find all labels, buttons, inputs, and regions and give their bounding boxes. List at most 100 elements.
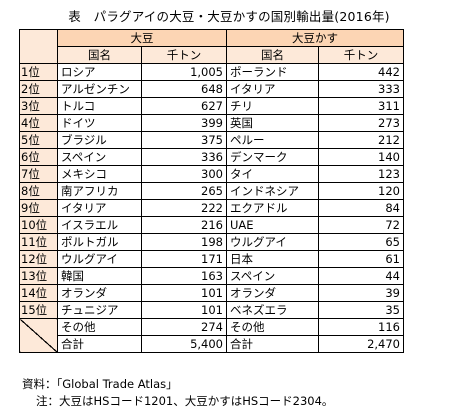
- rank-cell: 6位: [19, 148, 58, 166]
- table-row: 9位 イタリア 222 エクアドル 84: [19, 199, 404, 217]
- meal-value-cell: 72: [318, 216, 404, 234]
- total-label-soy: 合計: [57, 335, 142, 353]
- meal-header: 大豆かす: [226, 29, 404, 47]
- soy-country-cell: イスラエル: [57, 216, 142, 234]
- meal-value-cell: 35: [318, 301, 404, 319]
- soy-country-cell: 南アフリカ: [57, 182, 142, 200]
- total-meal-value: 2,470: [318, 335, 404, 353]
- others-label-soy: その他: [57, 318, 142, 336]
- table-row: 10位 イスラエル 216 UAE 72: [19, 216, 404, 234]
- soy-country-cell: ブラジル: [57, 131, 142, 149]
- soy-country-cell: イタリア: [57, 199, 142, 217]
- table-row: 1位 ロシア 1,005 ポーランド 442: [19, 63, 404, 81]
- soy-country-cell: アルゼンチン: [57, 80, 142, 98]
- soy-value-cell: 375: [141, 131, 227, 149]
- soy-value-cell: 627: [141, 97, 227, 115]
- meal-value-cell: 39: [318, 284, 404, 302]
- soy-country-cell: 韓国: [57, 267, 142, 285]
- meal-value-cell: 120: [318, 182, 404, 200]
- soy-country-cell: ポルトガル: [57, 233, 142, 251]
- soy-unit-header: 千トン: [141, 46, 227, 64]
- notes: 資料：「Global Trade Atlas」 注：大豆はHSコード1201、大…: [22, 376, 333, 410]
- soy-value-cell: 171: [141, 250, 227, 268]
- soy-value-cell: 198: [141, 233, 227, 251]
- meal-country-cell: エクアドル: [226, 199, 319, 217]
- rank-cell: 8位: [19, 182, 58, 200]
- soy-country-cell: オランダ: [57, 284, 142, 302]
- table-row: 2位 アルゼンチン 648 イタリア 333: [19, 80, 404, 98]
- hs-code-note: 注：大豆はHSコード1201、大豆かすはHSコード2304。: [36, 394, 334, 408]
- soy-country-cell: ウルグアイ: [57, 250, 142, 268]
- total-row: 合計 5,400 合計 2,470: [20, 335, 404, 353]
- soy-country-cell: メキシコ: [57, 165, 142, 183]
- meal-country-cell: 日本: [226, 250, 319, 268]
- soy-country-cell: トルコ: [57, 97, 142, 115]
- rank-cell: 15位: [19, 301, 58, 319]
- total-label-meal: 合計: [226, 335, 319, 353]
- rank-cell: 14位: [19, 284, 58, 302]
- rank-cell: 4位: [19, 114, 58, 132]
- table-row: 14位 オランダ 101 オランダ 39: [19, 284, 404, 302]
- meal-value-cell: 44: [318, 267, 404, 285]
- soy-value-cell: 1,005: [141, 63, 227, 81]
- meal-country-cell: ペルー: [226, 131, 319, 149]
- table-title: 表 パラグアイの大豆・大豆かすの国別輸出量(2016年): [68, 9, 390, 24]
- meal-country-cell: ベネズエラ: [226, 301, 319, 319]
- others-row: その他 274 その他 116: [19, 318, 404, 353]
- rank-cell: 2位: [19, 80, 58, 98]
- rank-cell: 10位: [19, 216, 58, 234]
- table-row: 15位 チュニジア 101 ベネズエラ 35: [19, 301, 404, 319]
- meal-value-cell: 212: [318, 131, 404, 149]
- table-row: 13位 韓国 163 スペイン 44: [19, 267, 404, 285]
- diagonal-cell: [19, 318, 58, 353]
- table-row: 3位 トルコ 627 チリ 311: [19, 97, 404, 115]
- meal-unit-header: 千トン: [318, 46, 404, 64]
- meal-country-cell: チリ: [226, 97, 319, 115]
- rank-cell: 7位: [19, 165, 58, 183]
- meal-value-cell: 442: [318, 63, 404, 81]
- table-body: 1位 ロシア 1,005 ポーランド 442 2位 アルゼンチン 648 イタリア 333 3位 トル…: [19, 63, 404, 319]
- meal-country-cell: デンマーク: [226, 148, 319, 166]
- soy-value-cell: 222: [141, 199, 227, 217]
- rank-cell: 13位: [19, 267, 58, 285]
- meal-country-cell: ポーランド: [226, 63, 319, 81]
- meal-country-cell: インドネシア: [226, 182, 319, 200]
- rank-cell: 11位: [19, 233, 58, 251]
- export-table: 大豆 大豆かす 国名 千トン 国名 千トン 1位 ロシア 1,005 ポーランド 442…: [19, 29, 404, 353]
- soy-value-cell: 101: [141, 284, 227, 302]
- table-row: 6位 スペイン 336 デンマーク 140: [19, 148, 404, 166]
- soy-value-cell: 163: [141, 267, 227, 285]
- meal-value-cell: 84: [318, 199, 404, 217]
- table-row: 8位 南アフリカ 265 インドネシア 120: [19, 182, 404, 200]
- table-row: 4位 ドイツ 399 英国 273: [19, 114, 404, 132]
- others-label-meal: その他: [226, 318, 319, 336]
- rank-cell: 1位: [19, 63, 58, 81]
- soy-value-cell: 399: [141, 114, 227, 132]
- meal-country-cell: 英国: [226, 114, 319, 132]
- meal-value-cell: 333: [318, 80, 404, 98]
- soy-header: 大豆: [57, 29, 227, 47]
- meal-country-cell: オランダ: [226, 284, 319, 302]
- soy-value-cell: 265: [141, 182, 227, 200]
- table-row: 7位 メキシコ 300 タイ 123: [19, 165, 404, 183]
- table-row: 5位 ブラジル 375 ペルー 212: [19, 131, 404, 149]
- corner-cell: [19, 29, 58, 64]
- rank-cell: 3位: [19, 97, 58, 115]
- rank-cell: 5位: [19, 131, 58, 149]
- soy-value-cell: 648: [141, 80, 227, 98]
- soy-country-cell: ロシア: [57, 63, 142, 81]
- table-row: 11位 ポルトガル 198 ウルグアイ 65: [19, 233, 404, 251]
- rank-cell: 9位: [19, 199, 58, 217]
- others-soy-value: 274: [141, 318, 227, 336]
- meal-country-header: 国名: [226, 46, 319, 64]
- source-note: 資料：「Global Trade Atlas」: [22, 377, 178, 391]
- meal-value-cell: 61: [318, 250, 404, 268]
- meal-value-cell: 123: [318, 165, 404, 183]
- meal-value-cell: 140: [318, 148, 404, 166]
- soy-country-cell: スペイン: [57, 148, 142, 166]
- meal-value-cell: 65: [318, 233, 404, 251]
- meal-country-cell: スペイン: [226, 267, 319, 285]
- soy-country-cell: ドイツ: [57, 114, 142, 132]
- soy-value-cell: 216: [141, 216, 227, 234]
- table-row: 12位 ウルグアイ 171 日本 61: [19, 250, 404, 268]
